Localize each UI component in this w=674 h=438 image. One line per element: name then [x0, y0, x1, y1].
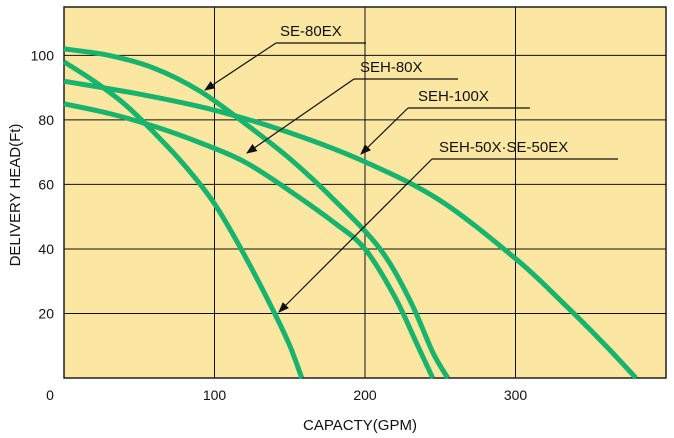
- x-tick-label-300: 300: [504, 387, 528, 403]
- callout-arrow-seh-100x: [360, 107, 409, 155]
- y-tick-label-60: 60: [38, 176, 54, 192]
- curve-seh-50x-se-50ex: [62, 59, 305, 379]
- y-tick-label-100: 100: [31, 47, 55, 63]
- callout-label-seh-80x: SEH-80X: [360, 59, 423, 76]
- y-tick-label-40: 40: [38, 241, 54, 257]
- tick-labels: 0 100 200 300 20 40 60 80 100: [31, 47, 528, 403]
- callout-label-seh-100x: SEH-100X: [418, 88, 489, 105]
- x-tick-label-200: 200: [353, 387, 377, 403]
- curve-seh-100x: [63, 78, 638, 380]
- callout-label-se-80ex: SE-80EX: [280, 23, 342, 40]
- x-tick-label-100: 100: [203, 387, 227, 403]
- y-tick-label-80: 80: [38, 112, 54, 128]
- y-tick-label-20: 20: [38, 305, 54, 321]
- callouts: SE-80EX SEH-80X SEH-100X SEH-50X·SE-50EX: [204, 23, 618, 313]
- callout-arrow-seh-50x-se-50ex: [278, 158, 433, 313]
- curve-se-80ex: [63, 46, 450, 380]
- y-axis-label: DELIVERY HEAD(Ft): [7, 124, 24, 267]
- x-tick-label-0: 0: [46, 387, 54, 403]
- callout-arrow-seh-80x: [246, 78, 355, 154]
- curves: [62, 46, 638, 380]
- callout-label-seh-50x-se-50ex: SEH-50X·SE-50EX: [439, 139, 568, 156]
- callout-arrow-se-80ex: [204, 42, 277, 91]
- x-axis-label: CAPACTY(GPM): [303, 417, 417, 434]
